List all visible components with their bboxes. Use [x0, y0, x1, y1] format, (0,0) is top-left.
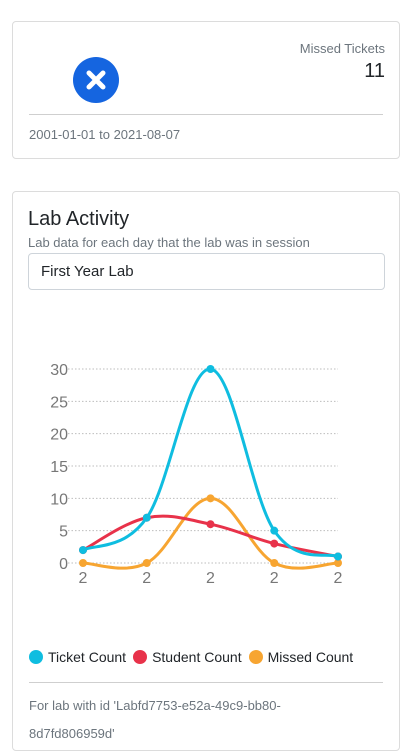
- x-tick-label: 2: [270, 570, 279, 587]
- data-point: [270, 526, 279, 535]
- stat-label: Missed Tickets: [299, 41, 385, 56]
- legend-item[interactable]: Ticket Count: [29, 649, 126, 665]
- legend-label: Ticket Count: [48, 649, 127, 665]
- y-tick-label: 0: [59, 556, 68, 573]
- data-point: [206, 520, 215, 529]
- y-tick-label: 30: [50, 362, 68, 379]
- x-tick-label: 2: [142, 570, 151, 587]
- data-point: [334, 552, 342, 561]
- data-point: [79, 546, 87, 555]
- data-point: [206, 365, 215, 373]
- y-tick-label: 15: [50, 459, 68, 476]
- y-tick-label: 20: [50, 427, 68, 444]
- card-subtitle: Lab data for each day that the lab was i…: [28, 235, 310, 250]
- series-line-missed-count: [82, 496, 339, 570]
- lab-select[interactable]: First Year Lab: [28, 253, 385, 290]
- legend-swatch: [133, 650, 148, 664]
- data-point: [79, 559, 87, 567]
- data-point: [270, 539, 279, 548]
- lab-id-note: For lab with id 'Labfd7753-e52a-49c9-bb8…: [29, 698, 281, 741]
- legend-item[interactable]: Student Count: [133, 649, 242, 665]
- legend-label: Student Count: [152, 649, 242, 665]
- data-point: [206, 494, 215, 503]
- data-point: [142, 559, 151, 567]
- stat-value: 11: [364, 60, 385, 82]
- lab-activity-chart: 0 5 10 15 20 25 30 2 2 2 2 2: [50, 362, 343, 587]
- legend-swatch: [248, 650, 263, 664]
- chart-legend: Ticket Count Student Count Missed Count: [29, 649, 360, 665]
- data-point: [270, 559, 279, 567]
- data-point: [142, 513, 151, 522]
- x-tick-label: 2: [334, 570, 343, 587]
- lab-activity-card: Lab Activity Lab data for each day that …: [12, 191, 400, 751]
- x-tick-label: 2: [79, 570, 88, 587]
- missed-tickets-card: Missed Tickets 11 2001-01-01 to 2021-08-…: [12, 21, 400, 159]
- x-circle-icon: [73, 57, 119, 103]
- x-mark-icon: [86, 70, 106, 90]
- date-range: 2001-01-01 to 2021-08-07: [29, 127, 181, 142]
- data-point: [334, 559, 342, 567]
- divider: [29, 114, 383, 115]
- card-title: Lab Activity: [28, 208, 130, 230]
- legend-label: Missed Count: [267, 649, 354, 665]
- y-tick-label: 25: [50, 394, 68, 411]
- y-tick-label: 5: [59, 524, 68, 541]
- legend-swatch: [29, 650, 43, 664]
- x-tick-label: 2: [206, 570, 215, 587]
- divider: [29, 682, 383, 683]
- y-tick-label: 10: [50, 491, 68, 508]
- legend-item[interactable]: Missed Count: [248, 649, 354, 665]
